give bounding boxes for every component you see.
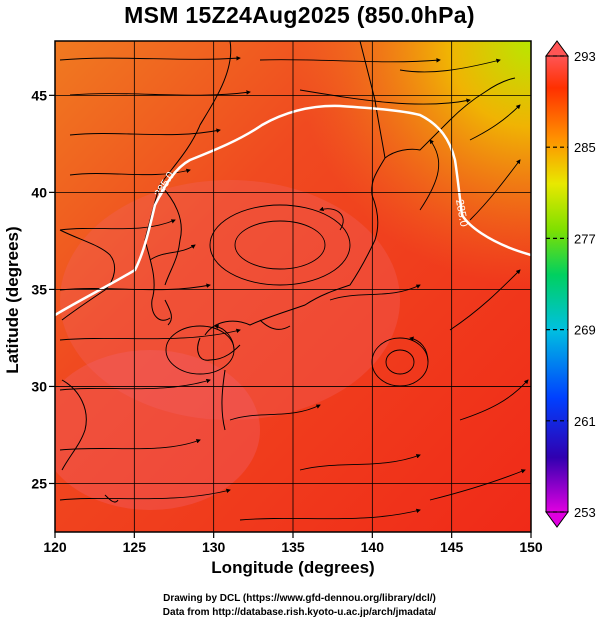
y-axis-label: Latitude (degrees) [3, 226, 22, 374]
x-tick-label-135: 135 [281, 539, 305, 555]
x-tick-label-145: 145 [440, 539, 464, 555]
colorbar-bottom-arrow [545, 511, 569, 528]
credit-drawing: Drawing by DCL (https://www.gfd-dennou.o… [163, 593, 436, 604]
x-tick-label-140: 140 [361, 539, 385, 555]
y-tick-label-35: 35 [31, 281, 47, 297]
y-tick-label-45: 45 [31, 87, 47, 103]
warm-region-south [55, 350, 260, 510]
streamlines [59, 55, 529, 521]
x-tick-label-130: 130 [202, 539, 226, 555]
x-tick-label-120: 120 [43, 539, 67, 555]
colorbar: 293 285 277 269 261 253 [545, 40, 596, 528]
map-title: MSM 15Z24Aug2025 (850.0hPa) [124, 2, 475, 28]
isotherm-285 [55, 104, 531, 317]
colorbar-label-285: 285 [574, 140, 596, 155]
colorbar-label-293: 293 [574, 49, 596, 64]
colorbar-label-253: 253 [574, 505, 596, 520]
colorbar-label-277: 277 [574, 231, 596, 246]
isotherm-label-right: 285.0 [453, 198, 470, 227]
y-tick-label-40: 40 [31, 184, 47, 200]
x-axis-label: Longitude (degrees) [211, 558, 375, 577]
coastlines [59, 41, 516, 503]
y-tick-label-30: 30 [31, 378, 47, 394]
colorbar-label-261: 261 [574, 414, 596, 429]
credit-data: Data from http://database.rish.kyoto-u.a… [162, 607, 437, 618]
plot-frame: 120 125 130 135 140 145 150 25 30 35 40 45 [31, 40, 543, 555]
colorbar-top-arrow [545, 40, 569, 57]
x-tick-label-125: 125 [123, 539, 147, 555]
y-tick-label-25: 25 [31, 475, 47, 491]
x-tick-label-150: 150 [519, 539, 543, 555]
colorbar-label-269: 269 [574, 323, 596, 338]
